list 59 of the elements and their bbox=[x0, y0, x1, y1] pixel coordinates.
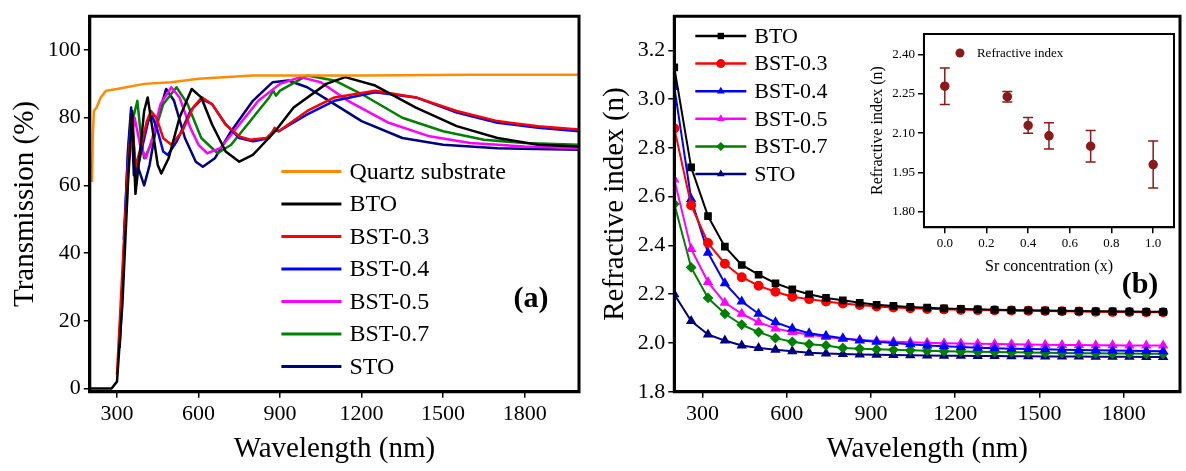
x-tick-label: 300 bbox=[685, 399, 719, 425]
legend-label: STO bbox=[754, 160, 796, 186]
x-tick-label: 0.4 bbox=[1020, 235, 1037, 251]
y-tick-label: 80 bbox=[58, 103, 81, 129]
legend-label: Refractive index bbox=[976, 45, 1064, 61]
annotation: (a) bbox=[513, 279, 549, 314]
x-axis-title: Sr concentration (x) bbox=[985, 256, 1113, 275]
x-tick-label: 1500 bbox=[421, 399, 466, 425]
legend-label: BST-0.4 bbox=[754, 77, 828, 103]
x-tick-label: 0.0 bbox=[936, 235, 953, 251]
x-tick-label: 600 bbox=[182, 399, 216, 425]
x-tick-label: 900 bbox=[854, 399, 888, 425]
x-tick-label: 900 bbox=[263, 399, 297, 425]
y-tick-label: 20 bbox=[58, 306, 81, 332]
x-tick-label: 1800 bbox=[502, 399, 547, 425]
y-tick-label: 2.10 bbox=[892, 124, 915, 140]
y-tick-label: 1.95 bbox=[892, 163, 915, 179]
y-tick-label: 2.4 bbox=[637, 231, 666, 257]
legend-label: BST-0.4 bbox=[349, 255, 430, 282]
x-axis-title: Wavelength (nm) bbox=[826, 431, 1028, 465]
y-tick-label: 3.0 bbox=[637, 84, 666, 110]
y-tick-label: 60 bbox=[58, 171, 81, 197]
legend-label: STO bbox=[349, 352, 395, 379]
y-tick-label: 2.40 bbox=[892, 46, 915, 62]
x-tick-label: 0.6 bbox=[1061, 235, 1079, 251]
y-tick-label: 3.2 bbox=[637, 36, 666, 62]
x-tick-label: 600 bbox=[770, 399, 804, 425]
y-tick-label: 2.2 bbox=[637, 280, 666, 306]
legend-label: BST-0.3 bbox=[349, 222, 430, 249]
y-tick-label: 0 bbox=[69, 374, 81, 400]
x-tick-label: 1500 bbox=[1017, 399, 1062, 425]
x-tick-label: 1800 bbox=[1101, 399, 1146, 425]
y-axis-title: Refractive index (n) bbox=[597, 87, 631, 321]
x-tick-label: 1.0 bbox=[1145, 235, 1162, 251]
y-tick-label: 2.6 bbox=[637, 182, 666, 208]
legend-label: Quartz substrate bbox=[349, 157, 506, 184]
legend-label: BST-0.7 bbox=[754, 133, 828, 159]
legend-label: BST-0.3 bbox=[754, 50, 828, 76]
legend-label: BST-0.7 bbox=[349, 320, 430, 347]
y-tick-label: 40 bbox=[58, 238, 81, 264]
y-tick-label: 1.80 bbox=[892, 202, 915, 218]
legend-label: BTO bbox=[349, 190, 397, 217]
legend-label: BTO bbox=[754, 22, 798, 48]
annotation: (b) bbox=[1121, 265, 1159, 300]
legend-label: BST-0.5 bbox=[349, 287, 430, 314]
x-tick-label: 1200 bbox=[339, 399, 384, 425]
y-tick-label: 100 bbox=[47, 35, 81, 61]
y-tick-label: 2.0 bbox=[637, 328, 666, 354]
x-tick-label: 300 bbox=[100, 399, 134, 425]
y-tick-label: 2.8 bbox=[637, 133, 666, 159]
x-axis-title: Wavelength (nm) bbox=[233, 431, 436, 465]
y-tick-label: 2.25 bbox=[892, 85, 915, 101]
y-axis-title: Refractive index (n) bbox=[867, 66, 886, 196]
x-tick-label: 0.2 bbox=[978, 235, 995, 251]
legend-label: BST-0.5 bbox=[754, 105, 828, 131]
y-axis-title: Transmission (%) bbox=[7, 101, 41, 307]
x-tick-label: 1200 bbox=[933, 399, 978, 425]
x-tick-label: 0.8 bbox=[1103, 235, 1120, 251]
y-tick-label: 1.8 bbox=[637, 377, 666, 403]
